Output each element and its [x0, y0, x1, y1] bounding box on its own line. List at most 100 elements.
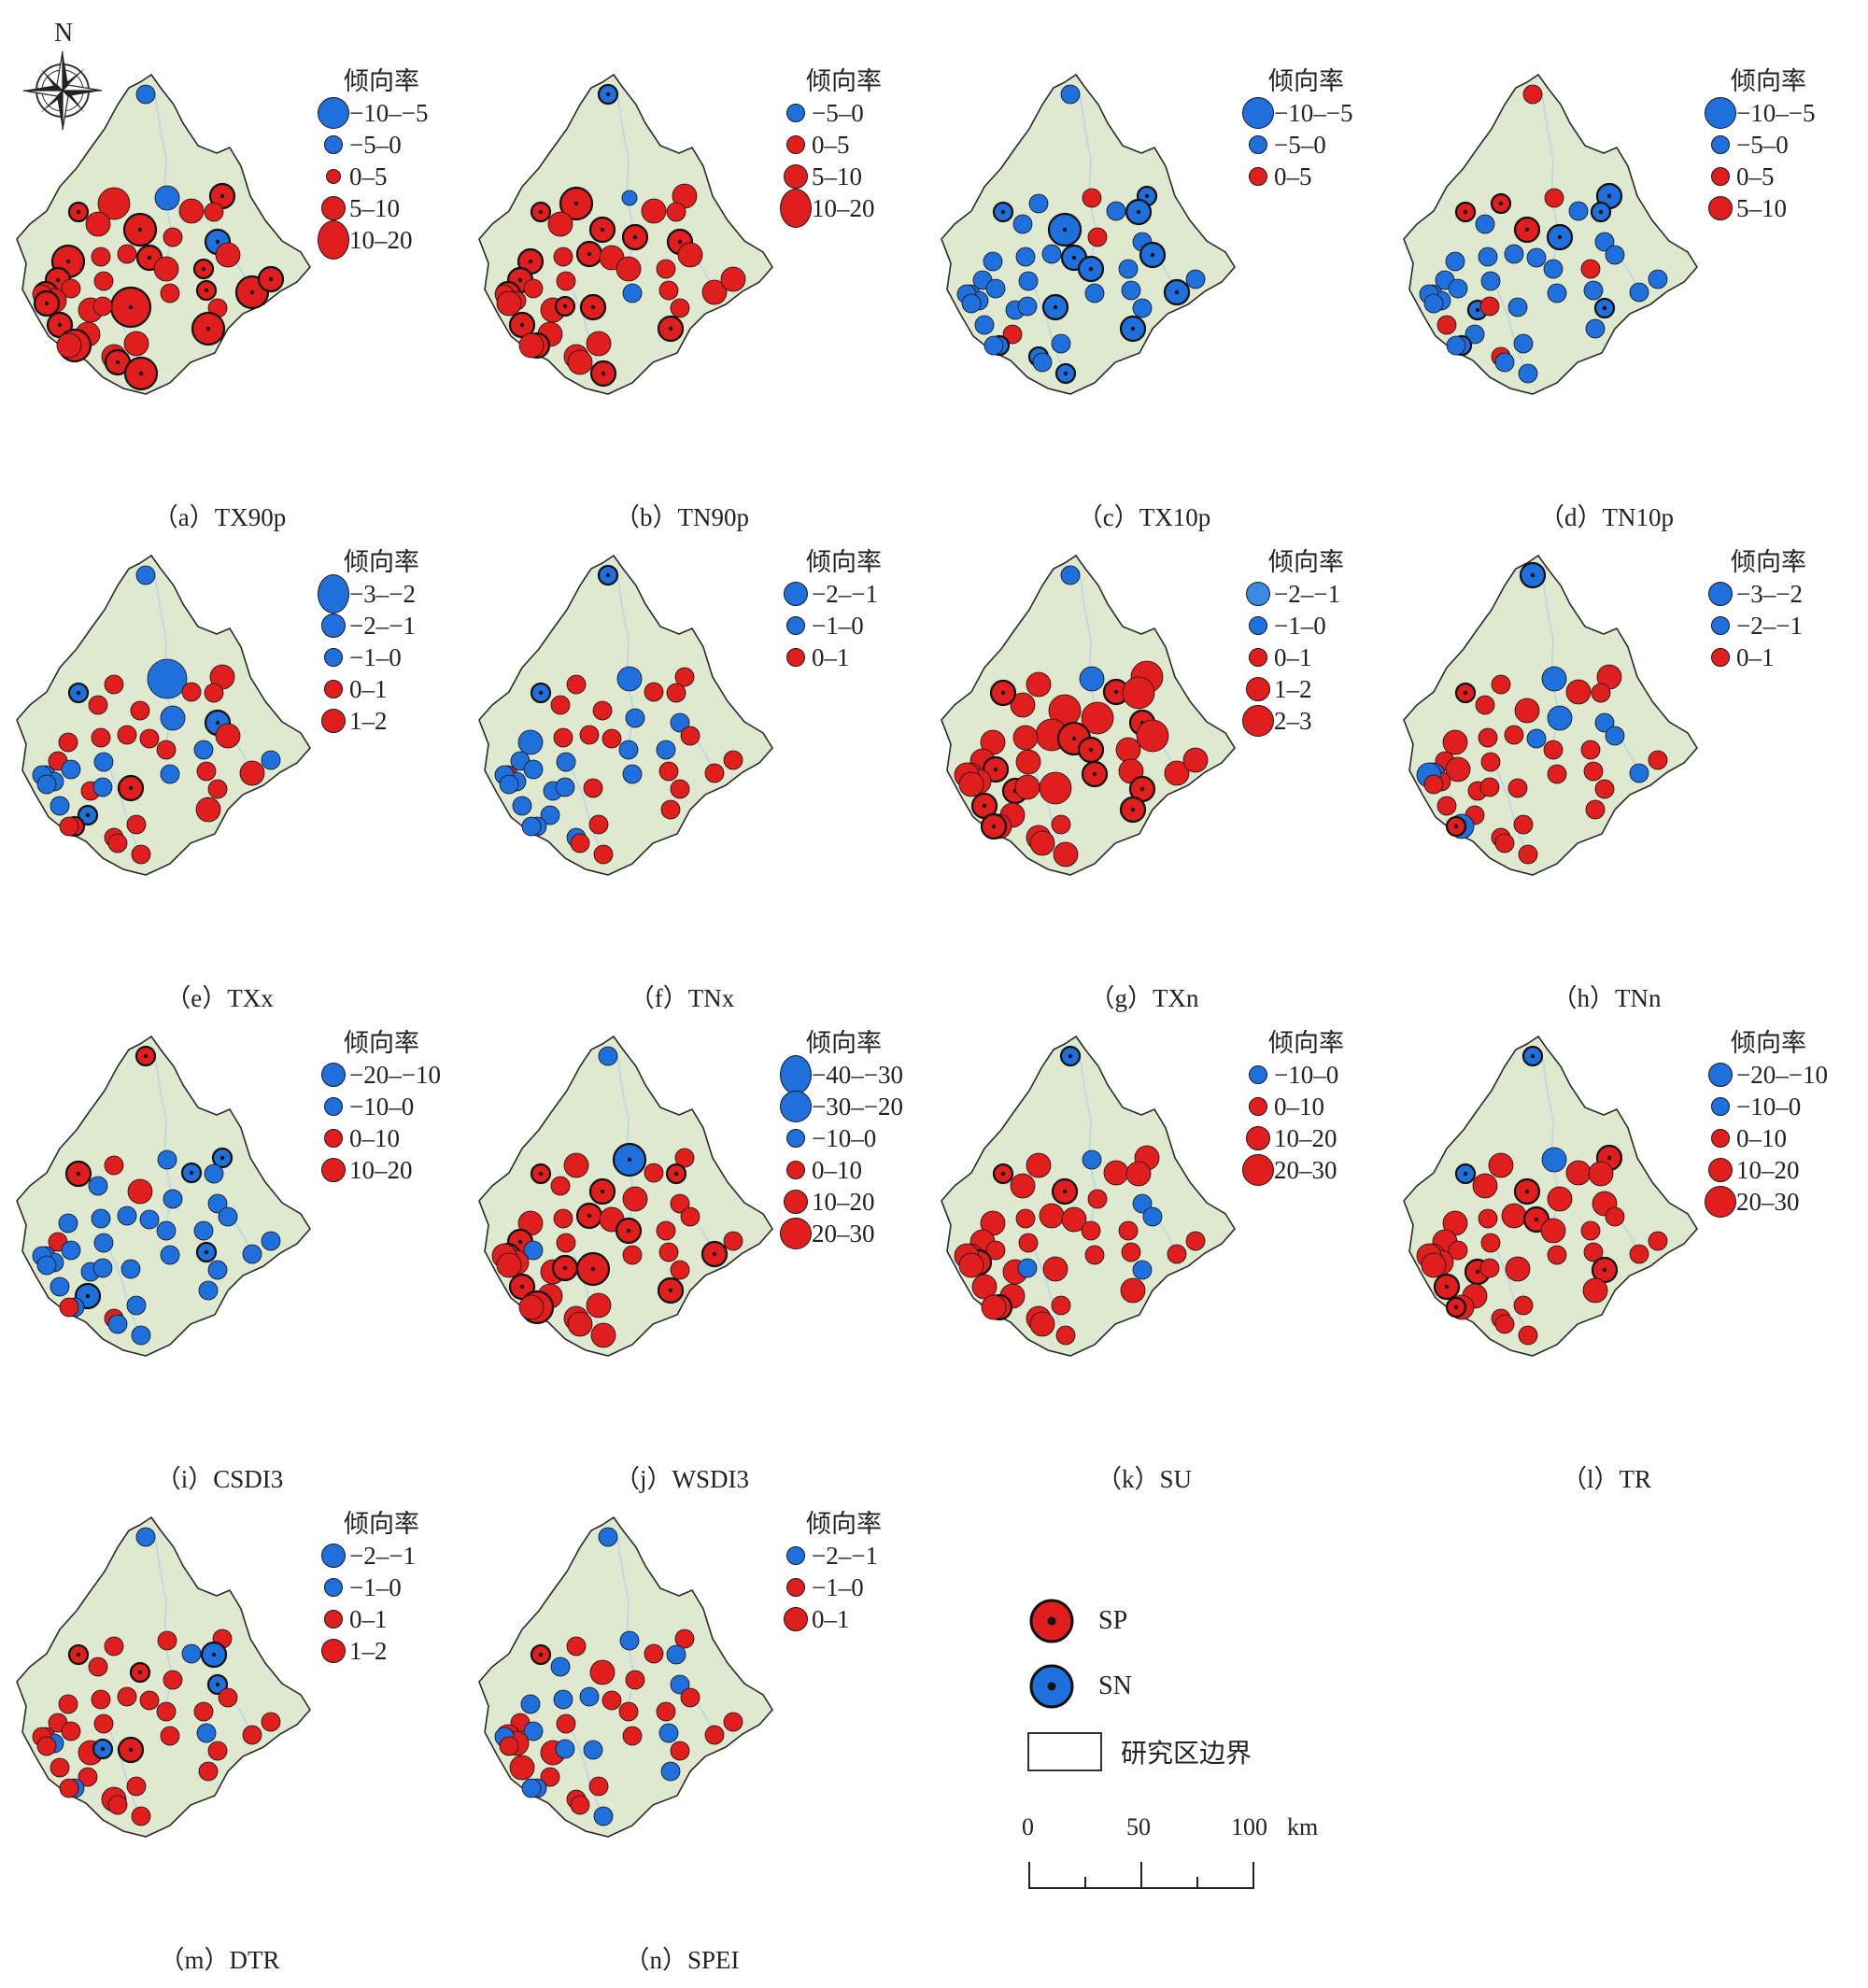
study-area-map: [478, 554, 773, 876]
legend-dot: [1246, 1126, 1270, 1150]
station-marker: [1106, 201, 1126, 221]
station-marker: [1480, 1233, 1501, 1253]
station-marker: [619, 1630, 640, 1651]
station-marker: [1103, 1160, 1129, 1186]
legend-class: −10–−5: [1242, 97, 1401, 129]
station-marker: [1580, 740, 1601, 760]
station-marker: [1648, 750, 1668, 770]
significance-dot: [268, 276, 274, 282]
station-marker: [590, 1322, 616, 1348]
legend-symbol-icon: [318, 673, 349, 705]
legend-boundary: 研究区边界: [1027, 1732, 1252, 1771]
study-area-map: [941, 1035, 1236, 1357]
station-marker: [556, 271, 576, 291]
station-marker: [1504, 244, 1524, 264]
significance-dot: [600, 227, 605, 233]
station-marker: [91, 1689, 111, 1710]
station-marker: [1015, 247, 1036, 267]
trend-legend: 倾向率 −40–−30 −30–−20 −10–0 0–10 10–20 20–30: [780, 1029, 939, 1249]
trend-legend: 倾向率 −10–−5 −5–0 0–5 5–10: [1705, 67, 1863, 224]
significance-dot: [76, 1171, 81, 1177]
station-marker: [1029, 830, 1055, 856]
station-marker: [104, 1636, 124, 1657]
legend-class: 0–1: [318, 673, 476, 705]
legend-class: −3–−2: [1705, 578, 1863, 610]
station-marker: [135, 565, 156, 585]
legend-class: 0–5: [1705, 161, 1863, 192]
river-line: [1034, 289, 1066, 374]
legend-class-label: 0–10: [1736, 1124, 1787, 1152]
station-marker: [523, 1721, 544, 1741]
station-marker: [123, 331, 149, 357]
legend-class: 2–3: [1242, 705, 1401, 737]
station-marker: [720, 266, 746, 292]
station-marker: [1142, 1206, 1163, 1227]
station-marker: [656, 1220, 676, 1241]
legend-dot: [784, 1190, 808, 1214]
station-marker: [670, 712, 690, 733]
significance-dot: [605, 572, 611, 578]
station-marker: [550, 695, 571, 715]
station-marker: [126, 1295, 147, 1316]
legend-symbol-icon: [780, 1091, 812, 1122]
station-marker: [91, 1208, 111, 1229]
station-marker: [59, 816, 79, 837]
station-marker: [261, 1231, 281, 1251]
station-marker: [1585, 799, 1606, 820]
station-marker: [583, 778, 603, 798]
legend-class: −10–0: [780, 1122, 939, 1154]
station-marker: [93, 752, 114, 772]
legend-class-label: −2–−1: [812, 580, 878, 608]
study-area-map: [1403, 1035, 1698, 1357]
station-marker: [566, 674, 587, 695]
station-marker: [1014, 774, 1040, 800]
legend-dot: [318, 97, 349, 129]
station-marker: [625, 1670, 645, 1690]
station-marker: [193, 740, 214, 760]
station-marker: [1082, 188, 1102, 208]
station-marker: [154, 185, 180, 211]
legend-symbol-icon: [1242, 673, 1274, 705]
station-marker: [518, 1294, 545, 1320]
river-line: [109, 1250, 141, 1336]
station-marker: [1543, 259, 1564, 279]
legend-dot: [1711, 1097, 1730, 1116]
scale-unit: km: [1287, 1813, 1319, 1840]
station-marker: [644, 1643, 664, 1664]
legend-class-label: −2–−1: [349, 612, 416, 640]
significance-dot: [249, 289, 255, 295]
station-marker: [723, 750, 743, 770]
significance-dot: [517, 1239, 523, 1245]
station-marker: [523, 1240, 544, 1261]
legend-dot: [1708, 582, 1733, 606]
station-marker: [1494, 352, 1515, 373]
legend-class: −10–0: [1705, 1091, 1863, 1122]
station-marker: [1585, 318, 1606, 339]
significance-dot: [673, 1171, 679, 1177]
trend-legend: 倾向率 −10–−5 −5–0 0–5 5–10 10–20: [318, 67, 476, 260]
station-marker: [1448, 1240, 1468, 1261]
legend-dot: [324, 135, 343, 154]
legend-class-label: −10–−5: [1274, 99, 1353, 127]
legend-dot: [326, 169, 341, 184]
station-marker: [622, 1245, 643, 1265]
legend-class: −5–0: [1705, 129, 1863, 161]
station-marker: [1423, 774, 1444, 795]
station-marker: [93, 271, 114, 291]
legend-class: −2–−1: [780, 1540, 939, 1572]
station-marker: [218, 1206, 238, 1227]
panel-caption: （i）CSDI3: [155, 1465, 284, 1493]
north-arrow: N: [21, 19, 105, 131]
legend-dot: [780, 1218, 812, 1249]
significance-dot: [668, 1288, 673, 1293]
legend-dot: [780, 1055, 812, 1094]
station-marker: [1478, 1208, 1498, 1229]
station-marker: [107, 833, 128, 853]
legend-symbol-icon: [318, 1540, 349, 1572]
significance-dot: [1453, 1304, 1459, 1310]
station-marker: [204, 683, 224, 703]
station-marker: [985, 278, 1006, 299]
legend-class: −5–0: [318, 129, 476, 161]
legend-class-label: −20–−10: [1736, 1061, 1828, 1089]
trend-legend: 倾向率 −20–−10 −10–0 0–10 10–20 20–30: [1705, 1029, 1863, 1218]
